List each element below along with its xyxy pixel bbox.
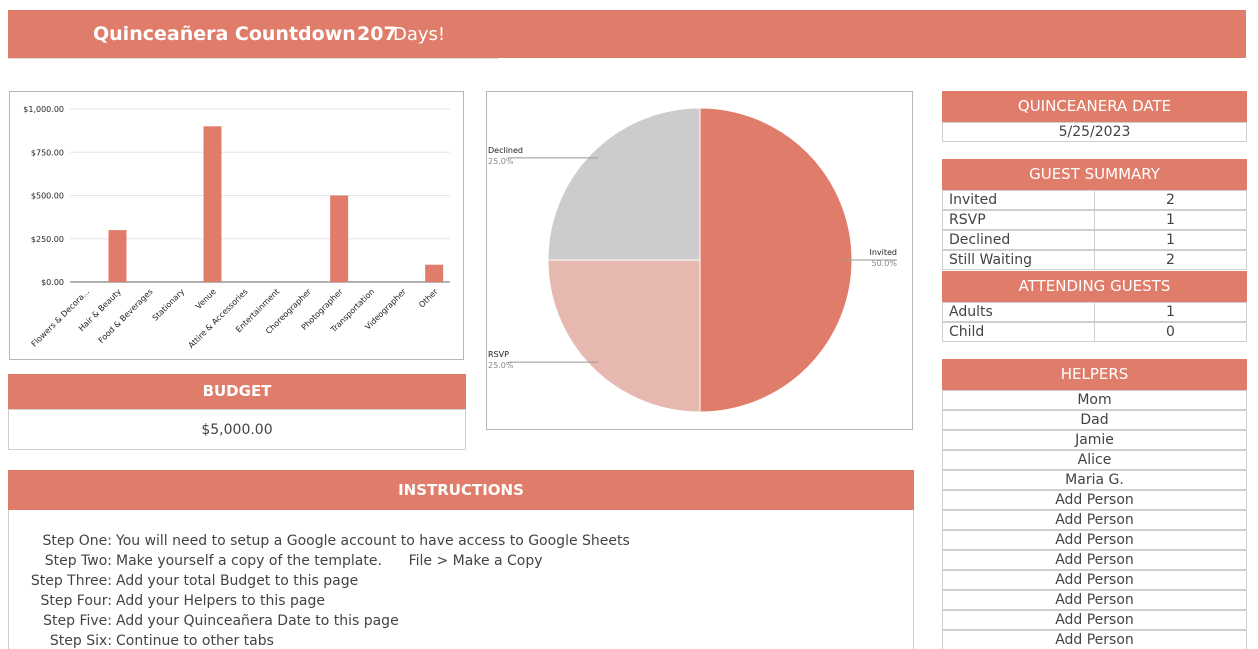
step-label: Step Five: <box>43 613 112 629</box>
step-text: You will need to setup a Google account … <box>116 533 630 549</box>
y-tick-label: $750.00 <box>31 148 64 157</box>
instruction-step[interactable]: Step Three: Add your total Budget to this… <box>9 571 358 591</box>
pie-slice-percent: 25.0% <box>488 361 514 370</box>
pie-slice-label: Declined <box>488 146 523 155</box>
x-tick-label: Food & Beverages <box>97 287 155 345</box>
step-text: Continue to other tabs <box>116 633 274 649</box>
helper-cell[interactable]: Jamie <box>942 430 1247 450</box>
x-tick-label: Other <box>417 287 440 310</box>
helper-cell[interactable]: Add Person <box>942 570 1247 590</box>
instruction-step[interactable]: Step One: You will need to setup a Google… <box>9 531 630 551</box>
budget-bar-chart[interactable]: $0.00 $250.00 $500.00 $750.00 $1,000.00 Flowe… <box>9 91 464 360</box>
guest-pie-chart[interactable]: Invited 50.0% RSVP 25.0% Declined 25.0% <box>486 91 913 430</box>
attending-value[interactable]: 1 <box>1094 302 1247 322</box>
instructions-body: Step One: You will need to setup a Google… <box>8 510 914 649</box>
bar <box>425 264 444 282</box>
y-tick-label: $250.00 <box>31 235 64 244</box>
budget-value-cell[interactable]: $5,000.00 <box>8 409 466 450</box>
instruction-step[interactable]: Step Five: Add your Quinceañera Date to t… <box>9 611 399 631</box>
instruction-step[interactable]: Step Six: Continue to other tabs <box>9 631 274 649</box>
banner-divider <box>8 58 498 59</box>
guest-summary-label[interactable]: Declined <box>942 230 1095 250</box>
pie-slice-percent: 50.0% <box>872 259 898 268</box>
step-label: Step One: <box>42 533 112 549</box>
countdown-value: 207 <box>357 23 397 45</box>
x-tick-label: Attire & Accessories <box>187 287 250 350</box>
budget-header: BUDGET <box>8 374 466 409</box>
helper-cell[interactable]: Add Person <box>942 610 1247 630</box>
guest-summary-label[interactable]: RSVP <box>942 210 1095 230</box>
helper-cell[interactable]: Maria G. <box>942 470 1247 490</box>
date-header: QUINCEANERA DATE <box>942 91 1247 122</box>
attending-value[interactable]: 0 <box>1094 322 1247 342</box>
bar-chart-svg: $0.00 $250.00 $500.00 $750.00 $1,000.00 Flowe… <box>23 105 450 350</box>
instructions-header: INSTRUCTIONS <box>8 470 914 510</box>
x-tick-label: Flowers & Decora... <box>30 287 92 349</box>
y-tick-label: $0.00 <box>41 278 64 287</box>
guest-summary-value[interactable]: 1 <box>1094 210 1247 230</box>
instruction-step[interactable]: Step Two: Make yourself a copy of the tem… <box>9 551 543 571</box>
step-text: Make yourself a copy of the template. Fi… <box>116 553 543 569</box>
guest-summary-label[interactable]: Still Waiting <box>942 250 1095 270</box>
helper-cell[interactable]: Mom <box>942 390 1247 410</box>
y-tick-label: $500.00 <box>31 192 64 201</box>
guest-summary-label[interactable]: Invited <box>942 190 1095 210</box>
x-tick-label: Venue <box>194 287 218 311</box>
countdown-unit: Days! <box>393 24 446 45</box>
helper-cell[interactable]: Add Person <box>942 590 1247 610</box>
pie-slice <box>547 259 701 413</box>
helper-cell[interactable]: Add Person <box>942 510 1247 530</box>
date-value-cell[interactable]: 5/25/2023 <box>942 122 1247 142</box>
attending-guests-header: ATTENDING GUESTS <box>942 271 1247 302</box>
pie-slice <box>699 107 853 413</box>
helpers-header: HELPERS <box>942 359 1247 390</box>
y-tick-label: $1,000.00 <box>23 105 64 114</box>
bar <box>330 195 349 282</box>
page-title: Quinceañera Countdown <box>93 23 356 45</box>
attending-label[interactable]: Adults <box>942 302 1095 322</box>
header-banner <box>8 10 1246 58</box>
helper-cell[interactable]: Dad <box>942 410 1247 430</box>
bar <box>203 126 222 282</box>
helper-cell[interactable]: Add Person <box>942 630 1247 649</box>
helper-cell[interactable]: Alice <box>942 450 1247 470</box>
step-text: Add your Quinceañera Date to this page <box>116 613 399 629</box>
helper-cell[interactable]: Add Person <box>942 550 1247 570</box>
attending-label[interactable]: Child <box>942 322 1095 342</box>
pie-slice-label: Invited <box>869 248 897 257</box>
guest-summary-header: GUEST SUMMARY <box>942 159 1247 190</box>
pie-slice-percent: 25.0% <box>488 157 514 166</box>
pie-slice <box>547 107 701 261</box>
guest-summary-value[interactable]: 1 <box>1094 230 1247 250</box>
x-tick-label: Stationary <box>151 287 187 323</box>
step-text: Add your Helpers to this page <box>116 593 325 609</box>
step-label: Step Two: <box>44 553 112 569</box>
bar <box>108 230 127 282</box>
helper-cell[interactable]: Add Person <box>942 530 1247 550</box>
step-label: Step Four: <box>40 593 112 609</box>
instruction-step[interactable]: Step Four: Add your Helpers to this page <box>9 591 325 611</box>
pie-slice-label: RSVP <box>488 350 509 359</box>
guest-summary-value[interactable]: 2 <box>1094 190 1247 210</box>
step-label: Step Three: <box>30 573 112 589</box>
helper-cell[interactable]: Add Person <box>942 490 1247 510</box>
step-text: Add your total Budget to this page <box>116 573 359 589</box>
pie-chart-svg: Invited 50.0% RSVP 25.0% Declined 25.0% <box>488 107 898 413</box>
step-label: Step Six: <box>49 633 112 649</box>
guest-summary-value[interactable]: 2 <box>1094 250 1247 270</box>
